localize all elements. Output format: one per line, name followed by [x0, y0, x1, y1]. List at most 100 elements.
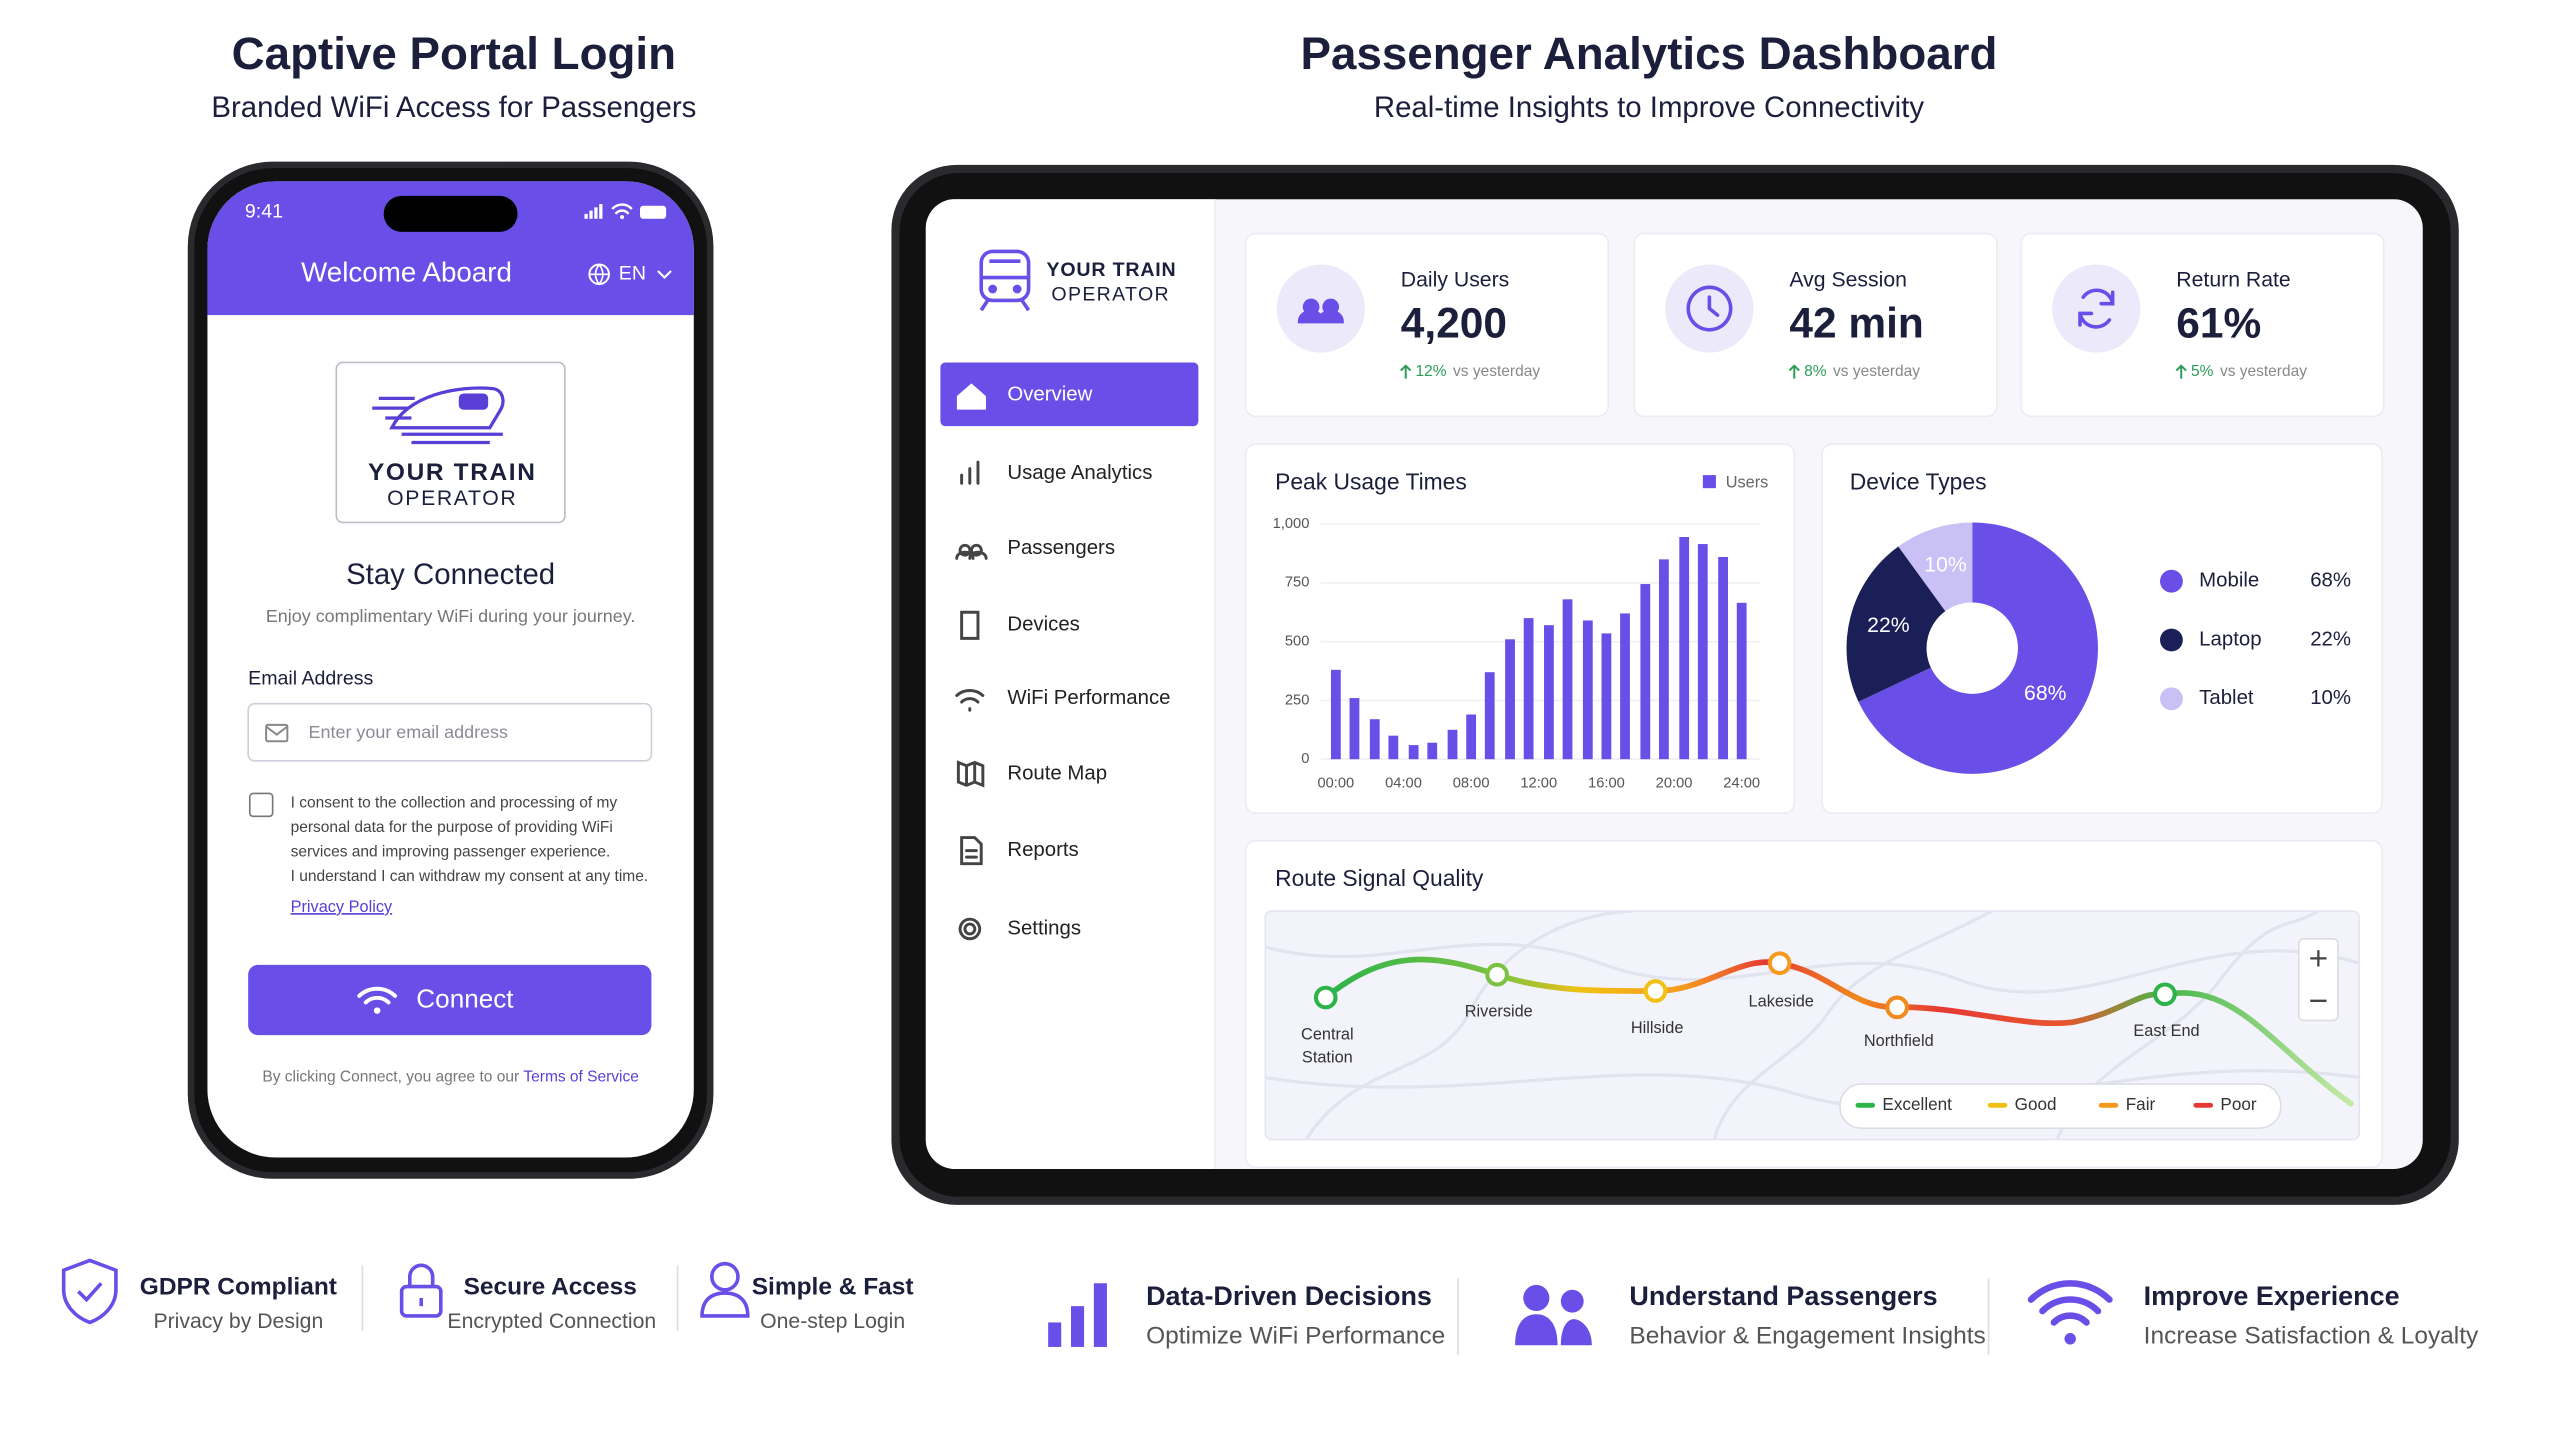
kpi-change: 8% vs yesterday — [1804, 363, 1920, 380]
section-subtitle: Real-time Insights to Improve Connectivi… — [1374, 91, 1924, 124]
nav-label[interactable]: Reports — [1007, 839, 1078, 861]
consent-line: personal data for the purpose of providi… — [291, 819, 613, 836]
kpi-change-value: 12% — [1416, 363, 1447, 380]
button-bg[interactable] — [248, 964, 652, 1036]
nav-item[interactable]: Usage Analytics — [960, 460, 1153, 485]
station-label: East End — [2133, 1022, 2199, 1040]
nav-item[interactable]: Reports — [960, 836, 1079, 866]
nav-item[interactable]: Devices — [960, 610, 1080, 640]
kpi-change: 12% vs yesterday — [1416, 363, 1541, 380]
zoom-in[interactable] — [2310, 950, 2327, 967]
donut-slice — [1846, 546, 1946, 702]
station-label: Hillside — [1631, 1019, 1684, 1037]
kpi-icon — [1686, 285, 1733, 332]
legend-value: 10% — [2310, 687, 2351, 709]
y-tick-label: 1,000 — [1273, 516, 1310, 532]
station-label: Lakeside — [1749, 993, 1814, 1011]
logo-line: OPERATOR — [387, 487, 517, 510]
station-label: Riverside — [1465, 1003, 1533, 1021]
station-marker[interactable] — [1643, 979, 1668, 1003]
zoom-controls — [2297, 937, 2339, 1022]
bar — [1484, 672, 1495, 760]
up-arrow — [1400, 364, 1412, 379]
kpi-icon-bg — [2052, 264, 2141, 353]
bar — [1408, 745, 1419, 760]
nav-label[interactable]: Overview — [1007, 383, 1092, 405]
privacy-link[interactable]: Privacy Policy — [291, 898, 393, 916]
connect-button[interactable]: Connect — [248, 964, 652, 1036]
feature-row: GDPR Compliant Privacy by Design Secure Ac… — [61, 1258, 2479, 1356]
nav-label[interactable]: WiFi Performance — [1007, 687, 1170, 709]
email-label: Email Address — [248, 667, 373, 689]
feature-icons — [1048, 1280, 2113, 1347]
map[interactable] — [1264, 910, 2360, 1141]
email-input[interactable] — [247, 702, 653, 762]
kpi-value: 61% — [2176, 300, 2261, 347]
kpi-label: Avg Session — [1789, 268, 1907, 291]
legend-swatch — [1702, 475, 1716, 489]
feature-subtitle: Encrypted Connection — [447, 1310, 656, 1333]
status-icons — [584, 203, 667, 220]
donut-slice — [1898, 522, 1973, 612]
card-title: Device Types — [1850, 468, 1987, 494]
zoom-panel — [2297, 937, 2339, 1022]
consent-checkbox[interactable] — [248, 792, 274, 818]
language[interactable]: EN — [619, 262, 646, 284]
nav-label[interactable]: Devices — [1007, 614, 1080, 636]
feature-title: Understand Passengers — [1629, 1281, 1937, 1311]
bar — [1349, 698, 1360, 760]
nav-item[interactable]: WiFi Performance — [955, 687, 1171, 712]
station-marker[interactable] — [1885, 995, 1909, 1020]
sidebar-nav: Overview Usage Analytics Passengers Devices… — [940, 362, 1199, 941]
nav-item[interactable]: Passengers — [955, 537, 1115, 560]
kpi-note: vs yesterday — [1453, 363, 1540, 380]
legend-value: 68% — [2310, 570, 2351, 592]
language-selector[interactable]: EN — [588, 262, 672, 286]
nav-item[interactable]: Overview — [940, 362, 1199, 427]
feature-subtitle: Behavior & Engagement Insights — [1629, 1323, 1985, 1350]
slice-label: 22% — [1867, 614, 1910, 637]
feature-subtitle: One-step Login — [760, 1310, 905, 1333]
bar — [1582, 620, 1593, 760]
nav-label[interactable]: Passengers — [1007, 537, 1115, 559]
legend-dot — [2160, 687, 2183, 711]
bar — [1447, 729, 1458, 760]
feature-title: Improve Experience — [2144, 1281, 2400, 1311]
legend-label: Users — [1726, 474, 1769, 492]
phone-header-title: Welcome Aboard — [301, 257, 512, 288]
terms-link[interactable]: Terms of Service — [523, 1069, 638, 1086]
feature-icons — [61, 1258, 750, 1325]
station-marker[interactable] — [2153, 982, 2177, 1007]
kpi-change-value: 5% — [2191, 363, 2214, 380]
section-title: Passenger Analytics Dashboard — [1301, 28, 1998, 79]
nav-icon — [960, 460, 980, 485]
kpi-icon — [2078, 288, 2115, 329]
terms-note: By clicking Connect, you agree to our Te… — [262, 1069, 638, 1086]
nav-item[interactable]: Settings — [958, 917, 1081, 941]
slice-label: 68% — [2024, 682, 2067, 705]
phone: 9:41 Welcome Aboard EN YOUR TRAIN OPERAT… — [187, 161, 714, 1179]
map-legend — [1839, 1083, 2282, 1129]
station-marker[interactable] — [1313, 985, 1338, 1010]
consent-line: services and improving passenger experie… — [291, 843, 611, 860]
kpi-change: 5% vs yesterday — [2191, 363, 2307, 380]
kpi-note: vs yesterday — [1833, 363, 1920, 380]
nav-item[interactable]: Route Map — [956, 760, 1107, 788]
station-marker[interactable] — [1485, 962, 1509, 987]
bar — [1679, 537, 1690, 760]
envelope-icon — [265, 723, 289, 743]
x-tick-label: 24:00 — [1723, 776, 1760, 792]
consent-text: I consent to the collection and processi… — [291, 794, 649, 884]
bar — [1620, 613, 1630, 760]
nav-label[interactable]: Settings — [1007, 917, 1081, 939]
nav-label[interactable]: Route Map — [1007, 762, 1107, 784]
station-marker[interactable] — [1767, 951, 1792, 976]
y-tick-label: 250 — [1285, 692, 1310, 708]
nav-label[interactable]: Usage Analytics — [1007, 462, 1152, 484]
bar — [1388, 735, 1399, 760]
tagline: Enjoy complimentary WiFi during your jou… — [266, 606, 636, 626]
nav-icon — [958, 917, 982, 941]
button-label[interactable]: Connect — [416, 984, 514, 1014]
feature-subtitle: Increase Satisfaction & Loyalty — [2144, 1323, 2479, 1350]
